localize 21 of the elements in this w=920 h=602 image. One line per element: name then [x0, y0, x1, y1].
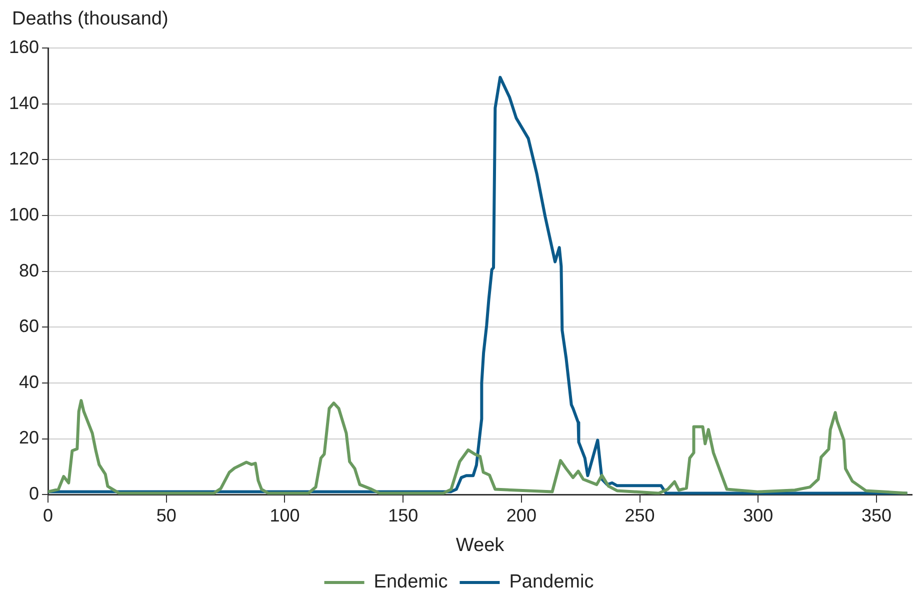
x-tick-label: 300: [743, 505, 774, 526]
x-tick-label: 200: [506, 505, 536, 526]
x-tick-label: 350: [861, 505, 892, 526]
y-axis-title: Deaths (thousand): [12, 8, 168, 30]
y-tick-label: 0: [29, 484, 40, 504]
legend-label: Endemic: [374, 572, 448, 593]
x-tick-label: 150: [388, 505, 418, 526]
y-tick-label: 100: [8, 204, 40, 224]
y-tick-label: 60: [19, 316, 40, 336]
x-tick-label: 0: [43, 505, 54, 526]
x-axis-title: Week: [456, 534, 505, 556]
x-tick-label: 50: [156, 505, 176, 526]
x-tick-label: 250: [624, 505, 655, 526]
y-tick-label: 40: [19, 372, 40, 392]
y-tick-label: 140: [8, 92, 40, 113]
y-tick-label: 80: [19, 260, 40, 280]
legend-label: Pandemic: [509, 572, 594, 593]
y-tick-label: 160: [8, 36, 40, 57]
y-tick-label: 20: [19, 428, 40, 448]
y-tick-label: 120: [8, 148, 40, 169]
x-tick-label: 100: [270, 505, 300, 526]
